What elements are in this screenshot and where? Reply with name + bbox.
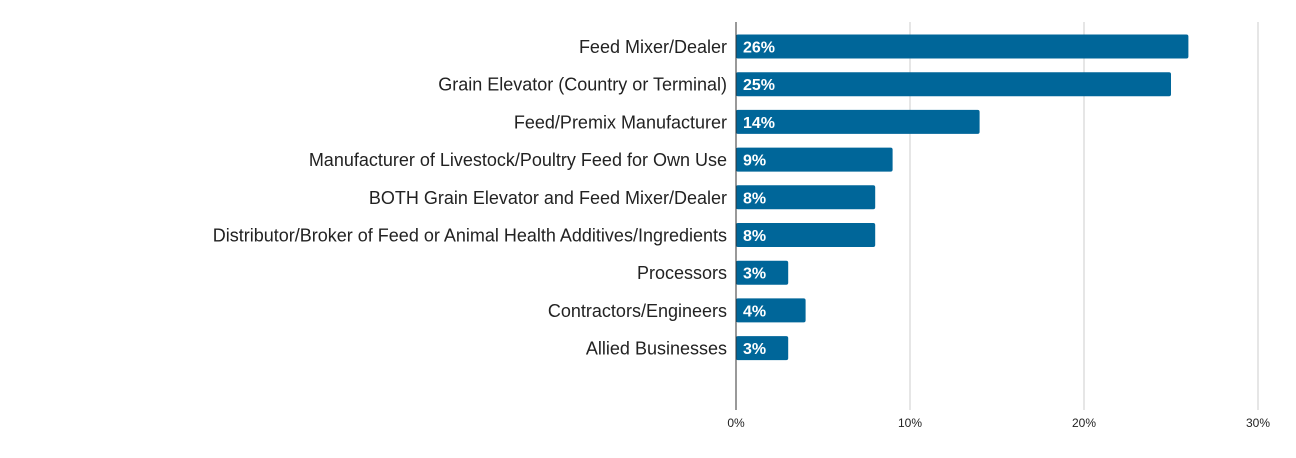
bar <box>736 260 789 285</box>
category-label: BOTH Grain Elevator and Feed Mixer/Deale… <box>369 188 727 208</box>
bar <box>736 34 1189 59</box>
bar <box>736 147 893 172</box>
x-tick-label: 0% <box>727 416 745 430</box>
category-label: Contractors/Engineers <box>548 301 727 321</box>
category-label: Grain Elevator (Country or Terminal) <box>438 75 727 95</box>
category-label: Distributor/Broker of Feed or Animal Hea… <box>213 226 727 246</box>
category-label: Manufacturer of Livestock/Poultry Feed f… <box>309 150 727 170</box>
data-label: 14% <box>743 115 775 132</box>
bar <box>736 298 806 323</box>
data-label: 26% <box>743 40 775 57</box>
data-label: 8% <box>743 190 766 207</box>
data-label: 4% <box>743 303 766 320</box>
bar <box>736 109 980 134</box>
bar <box>736 336 789 361</box>
category-label: Feed Mixer/Dealer <box>579 37 727 57</box>
category-labels: Feed Mixer/Dealer Grain Elevator (Country… <box>213 37 727 359</box>
category-label: Allied Businesses <box>586 339 727 359</box>
bar <box>736 223 876 247</box>
data-label: 3% <box>743 266 766 283</box>
bars <box>736 34 1189 361</box>
data-label: 8% <box>743 228 766 245</box>
category-label: Feed/Premix Manufacturer <box>514 112 727 132</box>
data-label: 25% <box>743 77 775 94</box>
x-tick-label: 30% <box>1246 416 1270 430</box>
data-label: 3% <box>743 341 766 358</box>
data-labels: 26% 25% 14% 9% 8% 8% 3% 4% 3% <box>743 40 775 359</box>
x-axis-ticks: 0% 10% 20% 30% <box>727 416 1270 430</box>
bar <box>736 72 1171 97</box>
x-tick-label: 20% <box>1072 416 1096 430</box>
category-label: Processors <box>637 263 727 283</box>
x-tick-label: 10% <box>898 416 922 430</box>
bar <box>736 185 876 210</box>
data-label: 9% <box>743 153 766 170</box>
